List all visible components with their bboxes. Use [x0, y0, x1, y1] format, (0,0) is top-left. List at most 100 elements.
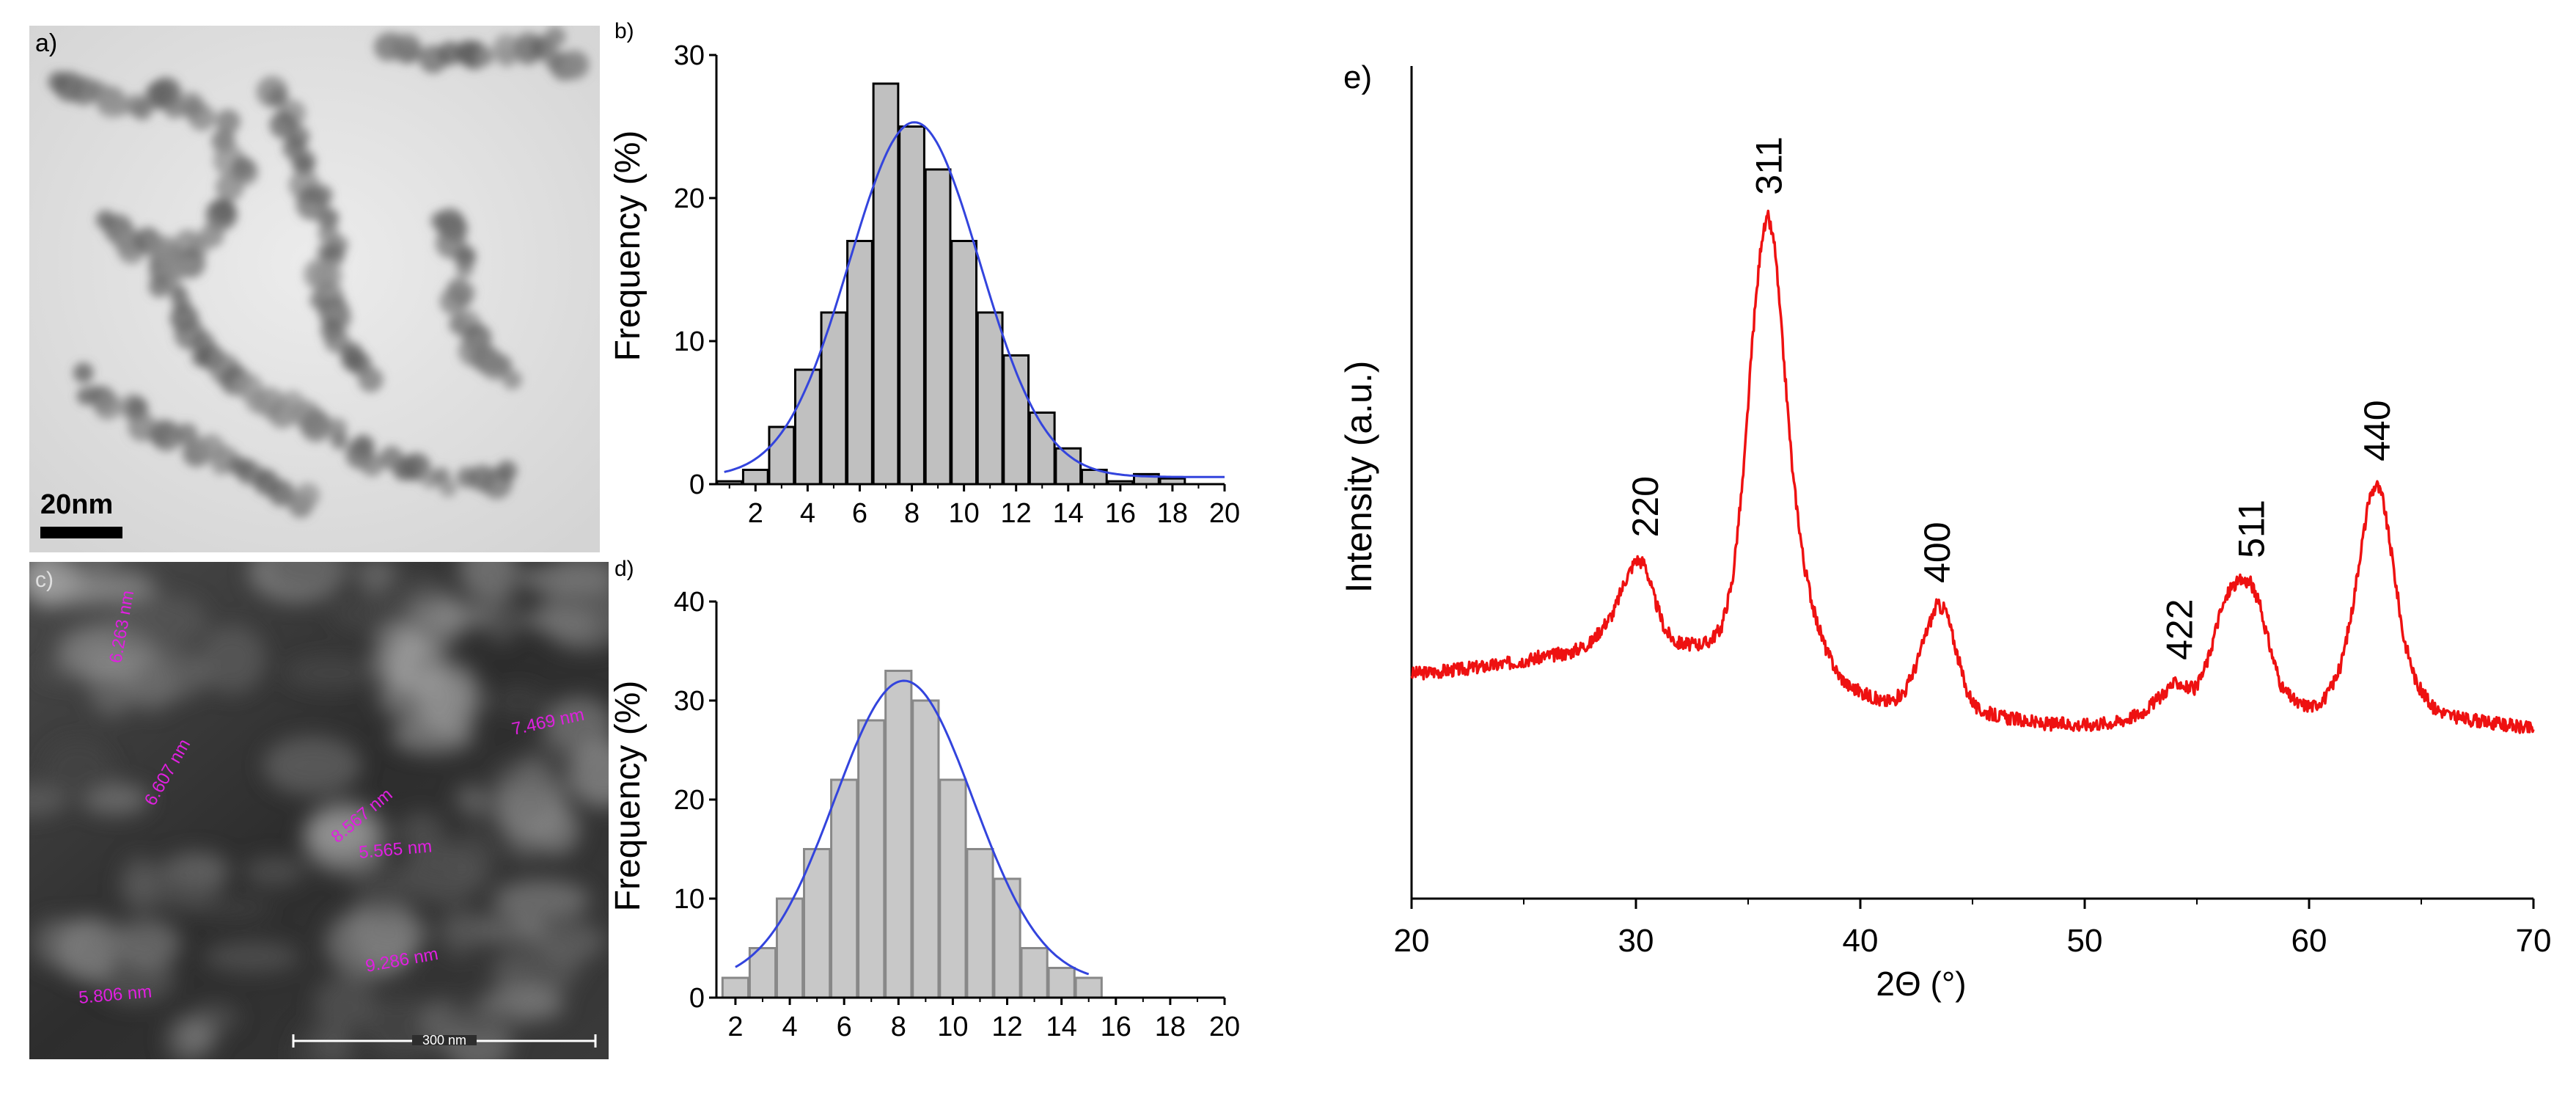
histogram-bar: [966, 848, 994, 999]
x-tick-label: 20: [1209, 1012, 1240, 1042]
tem-particle: [158, 252, 188, 282]
panel-label-b: b): [614, 19, 634, 43]
peak-label: 440: [2357, 400, 2398, 461]
tem-particle: [360, 453, 384, 477]
tem-particle: [268, 87, 288, 108]
x-tick-label: 4: [800, 498, 815, 529]
y-axis-label-e: Intensity (a.u.): [1338, 361, 1379, 593]
tem-particle: [438, 41, 463, 66]
sem-grain: [42, 738, 114, 803]
y-tick-label: 20: [674, 785, 705, 816]
sem-grain: [435, 999, 524, 1039]
tem-particle: [215, 173, 244, 202]
tem-scale-bar-label: 20nm: [40, 489, 113, 520]
y-tick-label: 10: [674, 326, 705, 357]
panel-a: a) 20nm: [29, 26, 600, 552]
y-axis-label-b: Frequency (%): [609, 131, 647, 362]
panel-d-histogram: d) Frequency (%) 0 10 20 30 40 2 4 6 8 10 12 14 16 18…: [609, 557, 1240, 1042]
x-tick-label: 8: [891, 1012, 906, 1042]
sem-grain: [502, 789, 548, 860]
tem-scale-bar: [40, 527, 122, 538]
x-tick-label: 4: [782, 1012, 797, 1042]
gaussian-fit-curve: [724, 121, 1225, 478]
peak-label: 511: [2231, 500, 2272, 558]
sem-grain: [189, 1002, 240, 1033]
sem-grain: [515, 761, 546, 794]
tem-particle: [188, 103, 216, 131]
tem-particle: [215, 109, 241, 134]
x-tick-label: 30: [1618, 923, 1654, 959]
tem-particle: [111, 95, 131, 117]
histogram-bar: [884, 670, 913, 999]
peak-label: 400: [1917, 522, 1958, 582]
sem-grain: [120, 855, 158, 914]
sem-grain: [452, 913, 529, 942]
peak-label: 220: [1625, 476, 1666, 537]
sem-grain: [493, 880, 590, 921]
tem-particle: [502, 370, 522, 390]
histogram-bar: [1074, 976, 1103, 999]
sem-grain: [554, 562, 609, 583]
x-tick-label: 18: [1157, 498, 1188, 529]
tem-particle: [496, 460, 518, 481]
x-tick-label: 60: [2291, 923, 2327, 959]
tem-particle: [330, 431, 349, 450]
x-tick-label: 16: [1101, 1012, 1131, 1042]
y-tick-label: 30: [674, 686, 705, 717]
x-tick-label: 2: [748, 498, 763, 529]
sem-grain: [29, 784, 67, 816]
y-axis-label-d: Frequency (%): [609, 681, 647, 912]
sem-grain: [390, 718, 475, 754]
histogram-bar: [830, 778, 859, 999]
sem-scale-bar-label: 300 nm: [422, 1033, 466, 1048]
histogram-bar: [775, 897, 804, 999]
sem-grain: [539, 577, 609, 651]
histogram-bar: [976, 311, 1004, 486]
y-tick-label: 30: [674, 40, 705, 71]
panel-e-xrd: e) Intensity (a.u.) 2Θ (°) 20 30 40 50 60 70 2…: [1338, 59, 2551, 1003]
x-tick-label: 40: [1843, 923, 1879, 959]
tem-particle: [439, 288, 467, 315]
x-axis-label-e: 2Θ (°): [1876, 965, 1966, 1003]
x-tick-label: 20: [1394, 923, 1430, 959]
sem-grain: [243, 855, 305, 888]
y-tick-label: 10: [674, 884, 705, 915]
sem-grain: [543, 696, 609, 755]
sem-grain: [125, 657, 177, 712]
tem-particle: [93, 392, 122, 420]
x-tick-label: 14: [1046, 1012, 1077, 1042]
sem-grain: [455, 784, 490, 812]
sem-scale-bar-label-bg: [412, 1035, 477, 1045]
sem-grain: [409, 601, 496, 631]
tem-particle: [544, 26, 566, 48]
histogram-bar: [721, 976, 750, 999]
tem-particle: [438, 479, 458, 497]
tem-particle: [559, 49, 590, 80]
sem-grain: [313, 1030, 351, 1059]
histogram-bar: [803, 848, 832, 999]
peak-label: 311: [1749, 136, 1790, 195]
sem-grain: [314, 976, 377, 1031]
tem-particle: [210, 456, 231, 476]
sem-grain: [29, 576, 128, 607]
histogram-bar: [911, 699, 940, 999]
x-tick-label: 50: [2067, 923, 2103, 959]
sem-grain: [378, 672, 467, 723]
histogram-bar: [950, 240, 977, 486]
tem-particle-chains: [48, 26, 590, 518]
tem-particle: [399, 42, 420, 64]
histogram-bar: [939, 778, 967, 999]
sem-grain: [485, 590, 520, 644]
sem-grain: [285, 656, 378, 690]
sem-grain: [449, 831, 499, 883]
sem-grain: [263, 736, 362, 796]
panel-label-c: c): [35, 568, 54, 592]
histogram-bar: [794, 368, 821, 486]
tem-particle: [73, 362, 94, 384]
y-tick-label: 0: [689, 983, 705, 1014]
y-tick-label: 40: [674, 587, 705, 618]
histogram-bar: [872, 82, 900, 486]
y-tick-label: 20: [674, 183, 705, 214]
histogram-bar: [898, 125, 925, 486]
tem-particle: [294, 483, 320, 508]
